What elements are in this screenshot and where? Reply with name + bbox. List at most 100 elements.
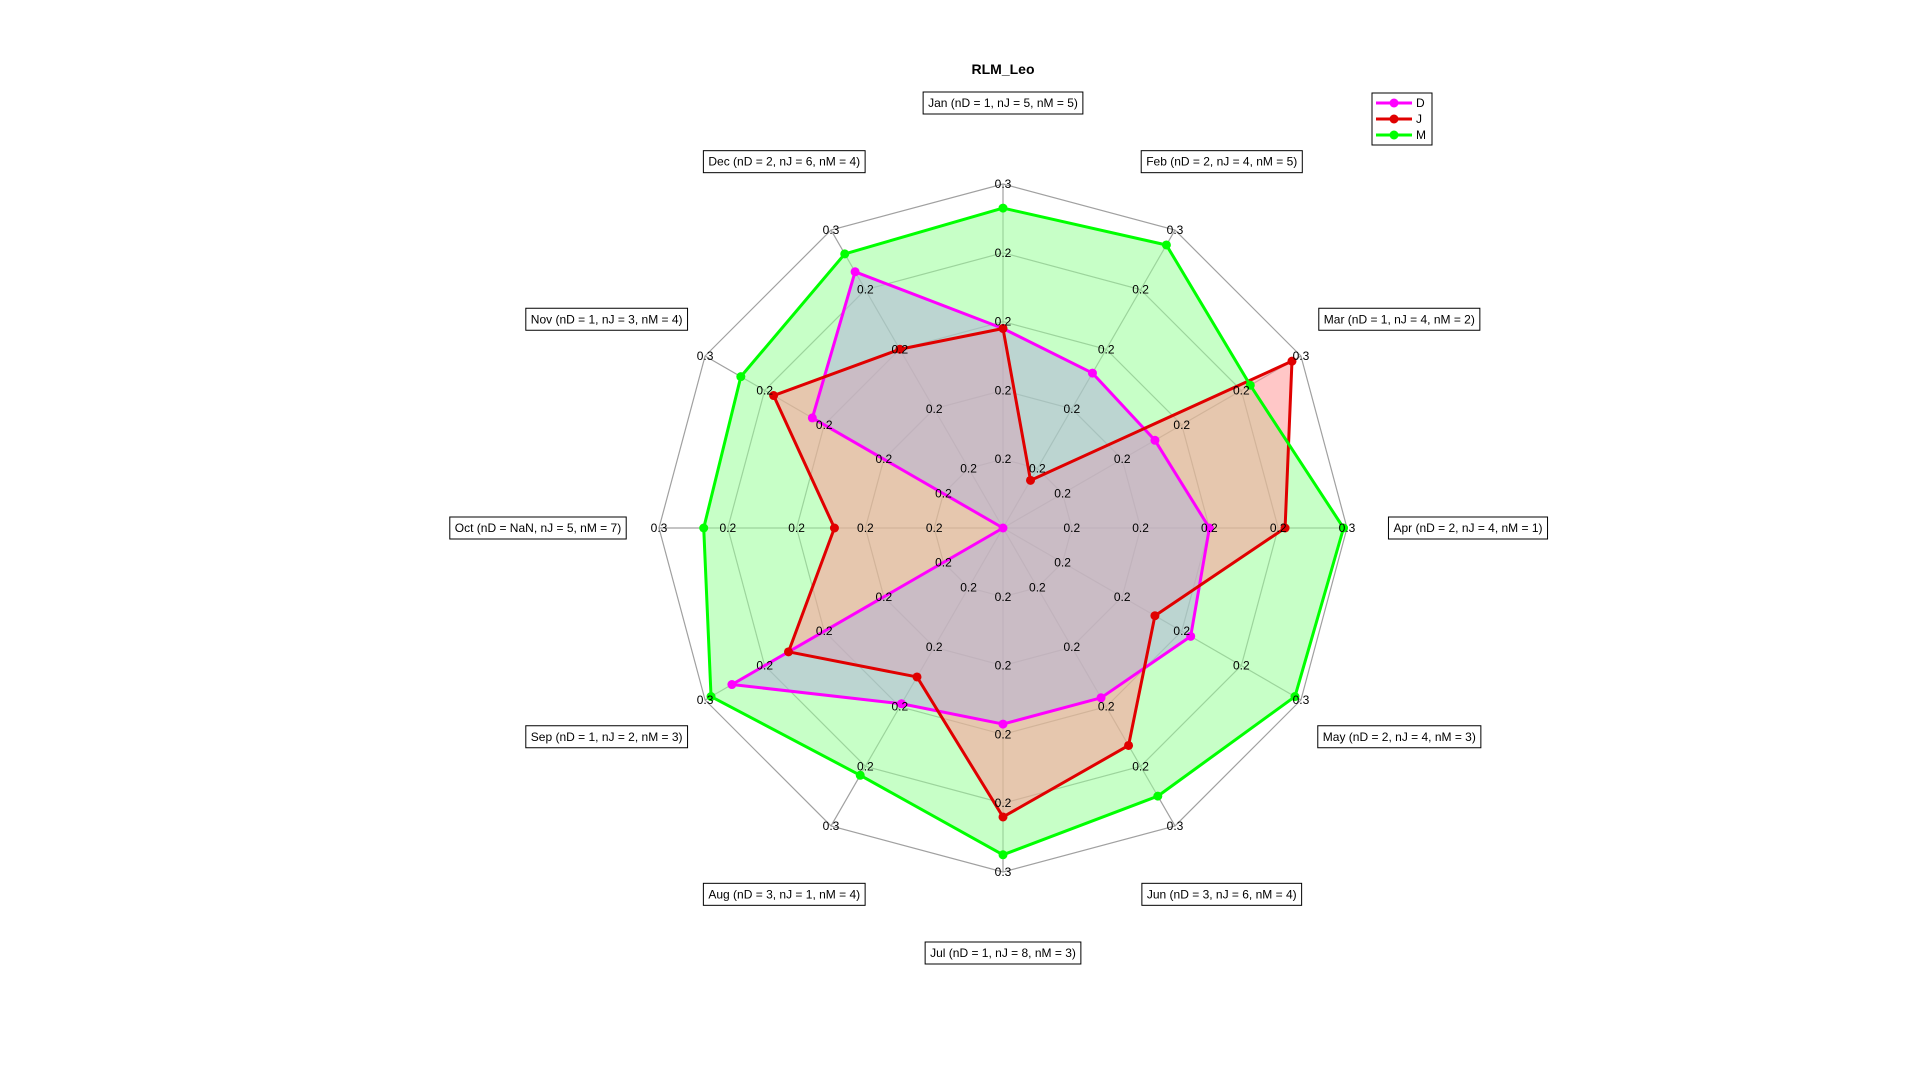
tick-label: 0.3 <box>697 349 714 363</box>
data-point-J <box>895 344 905 354</box>
data-point-J <box>829 523 839 533</box>
axis-label-box <box>924 941 1082 965</box>
tick-label: 0.2 <box>926 402 943 416</box>
tick-label: 0.2 <box>875 590 892 604</box>
tick-label: 0.2 <box>1063 402 1080 416</box>
axis-label-text: Jun (nD = 3, nJ = 6, nM = 4) <box>1147 887 1297 901</box>
data-point-J <box>1026 475 1036 485</box>
tick-label: 0.2 <box>926 640 943 654</box>
data-point-M <box>840 249 850 259</box>
data-point-J <box>1280 523 1290 533</box>
tick-label: 0.2 <box>1173 418 1190 432</box>
axis-label-text: Dec (nD = 2, nJ = 6, nM = 4) <box>708 155 860 169</box>
axis-label-box <box>702 882 866 906</box>
axis-label: Jul (nD = 1, nJ = 8, nM = 3) <box>924 941 1082 965</box>
tick-label: 0.2 <box>995 796 1012 810</box>
tick-label: 0.3 <box>1293 693 1310 707</box>
axis-label-box <box>1141 882 1303 906</box>
tick-label: 0.3 <box>697 693 714 707</box>
data-point-D <box>1087 368 1097 378</box>
tick-label: 0.3 <box>1339 521 1356 535</box>
data-point-D <box>998 523 1008 533</box>
axis-label-box <box>922 91 1084 115</box>
tick-label: 0.2 <box>995 246 1012 260</box>
data-point-D <box>1150 435 1160 445</box>
tick-label: 0.2 <box>1132 283 1149 297</box>
tick-label: 0.3 <box>1167 223 1184 237</box>
data-point-J <box>912 672 922 682</box>
axis-label-box <box>702 150 866 174</box>
tick-label: 0.2 <box>891 700 908 714</box>
data-point-M <box>1290 692 1300 702</box>
data-point-D <box>897 699 907 709</box>
axis-label-text: Sep (nD = 1, nJ = 2, nM = 3) <box>531 730 683 744</box>
tick-label: 0.2 <box>1063 640 1080 654</box>
tick-label: 0.2 <box>995 383 1012 397</box>
tick-label: 0.2 <box>816 624 833 638</box>
tick-label: 0.2 <box>1233 383 1250 397</box>
axis-label: Jan (nD = 1, nJ = 5, nM = 5) <box>922 91 1084 115</box>
axis-label: Feb (nD = 2, nJ = 4, nM = 5) <box>1140 150 1303 174</box>
axis-label: Oct (nD = NaN, nJ = 5, nM = 7) <box>449 516 627 540</box>
data-point-D <box>1204 523 1214 533</box>
tick-label: 0.2 <box>935 487 952 501</box>
axis-label-box <box>1317 725 1482 749</box>
tick-label: 0.2 <box>756 659 773 673</box>
tick-label: 0.2 <box>719 521 736 535</box>
tick-label: 0.2 <box>857 521 874 535</box>
axis-label-text: Nov (nD = 1, nJ = 3, nM = 4) <box>531 312 683 326</box>
tick-label: 0.2 <box>1029 461 1046 475</box>
tick-labels: 0.2 0.2 0.2 0.2 0.3 0.2 0.2 0.2 0.2 0.3 0.2 0.2 0.2 0… <box>651 177 1356 879</box>
axis-label-text: Oct (nD = NaN, nJ = 5, nM = 7) <box>455 521 621 535</box>
tick-label: 0.2 <box>1201 521 1218 535</box>
axis-label-text: Apr (nD = 2, nJ = 4, nM = 1) <box>1393 521 1542 535</box>
axis-label: Aug (nD = 3, nJ = 1, nM = 4) <box>702 882 866 906</box>
tick-label: 0.2 <box>1132 521 1149 535</box>
axis-label: Sep (nD = 1, nJ = 2, nM = 3) <box>525 725 689 749</box>
tick-label: 0.2 <box>1233 659 1250 673</box>
axis-label-text: Jan (nD = 1, nJ = 5, nM = 5) <box>928 96 1078 110</box>
data-point-J <box>784 647 794 657</box>
tick-label: 0.2 <box>935 555 952 569</box>
series-area-D <box>731 271 1210 725</box>
axis-label-box <box>525 307 689 331</box>
tick-label: 0.2 <box>1054 555 1071 569</box>
axis-label-text: Mar (nD = 1, nJ = 4, nM = 2) <box>1324 312 1475 326</box>
tick-label: 0.3 <box>1293 349 1310 363</box>
tick-label: 0.2 <box>788 521 805 535</box>
data-point-D <box>1186 631 1196 641</box>
tick-label: 0.2 <box>995 727 1012 741</box>
data-point-M <box>699 523 709 533</box>
tick-label: 0.2 <box>960 581 977 595</box>
tick-label: 0.2 <box>816 418 833 432</box>
data-point-J <box>998 323 1008 333</box>
axis-label: Apr (nD = 2, nJ = 4, nM = 1) <box>1387 516 1549 540</box>
data-point-D <box>850 267 860 277</box>
tick-label: 0.2 <box>1173 624 1190 638</box>
tick-label: 0.2 <box>1132 759 1149 773</box>
data-point-J <box>1150 611 1160 621</box>
axis-label: Mar (nD = 1, nJ = 4, nM = 2) <box>1318 307 1481 331</box>
data-point-M <box>998 203 1008 213</box>
data-point-M <box>1245 380 1255 390</box>
axis-label-box <box>449 516 627 540</box>
tick-label: 0.3 <box>823 819 840 833</box>
legend: DJM <box>1371 92 1433 146</box>
tick-label: 0.2 <box>1054 487 1071 501</box>
tick-label: 0.3 <box>823 223 840 237</box>
tick-label: 0.2 <box>995 452 1012 466</box>
axis-label: Dec (nD = 2, nJ = 6, nM = 4) <box>702 150 866 174</box>
data-point-J <box>769 391 779 401</box>
data-point-M <box>706 692 716 702</box>
axis-labels: Jan (nD = 1, nJ = 5, nM = 5) Feb (nD = 2,… <box>449 91 1549 965</box>
axis-label-box <box>1140 150 1303 174</box>
data-point-D <box>1096 693 1106 703</box>
tick-label: 0.2 <box>1114 452 1131 466</box>
tick-label: 0.2 <box>891 342 908 356</box>
axis-label-text: May (nD = 2, nJ = 4, nM = 3) <box>1323 730 1476 744</box>
legend-label: M <box>1416 128 1426 142</box>
axis-label-text: Aug (nD = 3, nJ = 1, nM = 4) <box>708 887 860 901</box>
tick-label: 0.2 <box>1098 700 1115 714</box>
series-layer <box>699 203 1349 860</box>
